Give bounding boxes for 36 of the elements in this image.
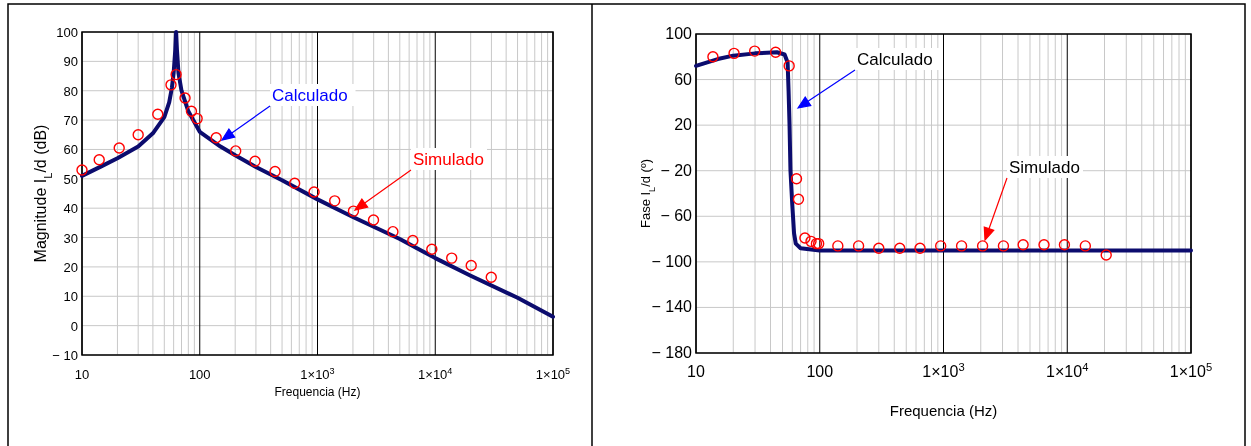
y-tick-label: 0 (70, 318, 78, 334)
x-tick-label: 1×10$^{3}$ (922, 361, 965, 380)
x-tick-label: 10 (687, 363, 705, 380)
y-tick-label: − 100 (651, 252, 693, 270)
y-tick-label: 60 (63, 142, 78, 158)
y-tick-label: − 60 (660, 207, 693, 225)
y-tick-label: 100 (665, 25, 693, 42)
x-tick-label: 1×10$^{4}$ (418, 366, 453, 382)
y-tick-label: 60 (674, 70, 693, 88)
annotation: Calculado (857, 50, 933, 69)
y-tick-label: 10 (63, 289, 78, 305)
y-tick-label: 70 (63, 113, 78, 129)
y-tick-label: − 180 (651, 344, 693, 361)
y-tick-label: 50 (63, 171, 78, 187)
x-tick-label: 1×10$^{3}$ (300, 366, 335, 382)
y-tick-label: 20 (674, 116, 693, 134)
y-tick-label: 30 (63, 230, 78, 246)
y-tick-label: − 20 (660, 161, 693, 179)
annotation: Simulado (413, 150, 484, 169)
x-tick-label: 1×10$^{5}$ (1169, 361, 1213, 380)
y-tick-label: 40 (63, 201, 78, 217)
y-tick-label: − 10 (52, 348, 78, 363)
annotation: Simulado (1009, 158, 1080, 177)
y-tick-label: 20 (63, 259, 78, 275)
x-tick-label: 10 (74, 367, 90, 382)
x-axis-title: Frequencia (Hz) (889, 402, 998, 419)
x-tick-label: 1×10$^{4}$ (1046, 361, 1089, 380)
x-axis-title: Frequencia (Hz) (274, 385, 361, 399)
y-tick-label: − 140 (651, 298, 693, 316)
annotation: Calculado (272, 86, 348, 105)
x-tick-label: 100 (806, 363, 834, 380)
y-tick-label: 90 (63, 54, 78, 70)
x-tick-label: 1×10$^{5}$ (535, 366, 571, 382)
y-tick-label: 100 (56, 25, 78, 40)
x-tick-label: 100 (188, 367, 211, 382)
y-tick-label: 80 (63, 83, 78, 99)
